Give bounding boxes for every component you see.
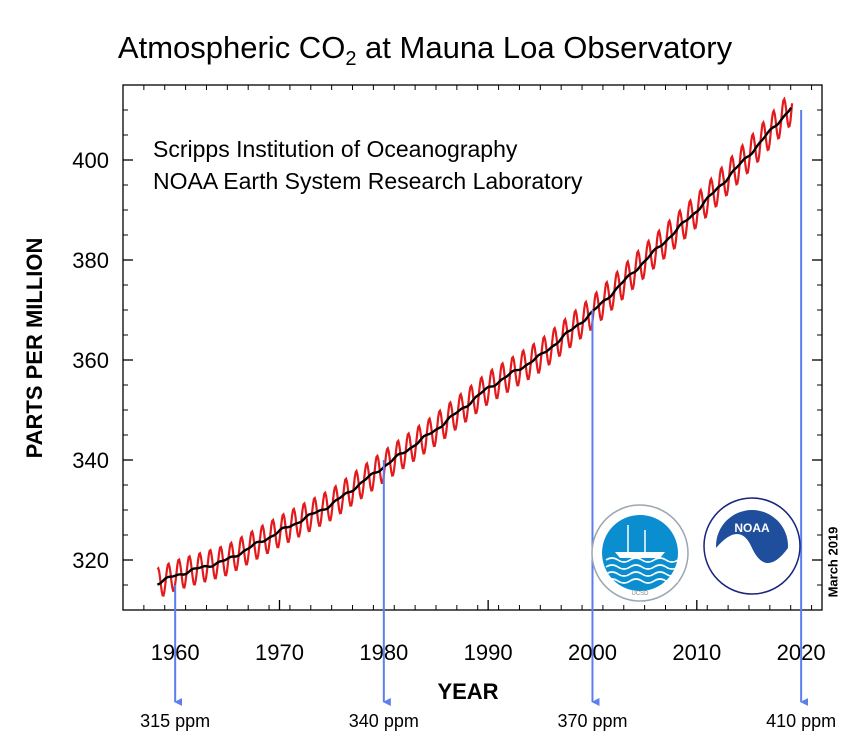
- institution-line-1: Scripps Institution of Oceanography: [153, 136, 518, 162]
- x-tick-label: 1990: [464, 640, 513, 665]
- scripps-logo: UCSD: [591, 504, 689, 602]
- annotation-label: 340 ppm: [349, 711, 419, 731]
- y-tick-label: 380: [72, 248, 109, 273]
- annotation-label: 410 ppm: [766, 711, 836, 731]
- scripps-logo-wave: [605, 578, 679, 584]
- y-tick-label: 340: [72, 448, 109, 473]
- scripps-logo-wave: [605, 557, 679, 563]
- x-tick-label: 1970: [255, 640, 304, 665]
- plot-frame: [122, 84, 823, 611]
- noaa-logo-text: NOAA: [734, 521, 770, 535]
- monthly-co2-line: [156, 96, 794, 597]
- noaa-logo-bird: [716, 534, 788, 582]
- y-tick-label: 400: [72, 148, 109, 173]
- x-axis-label: YEAR: [437, 679, 499, 704]
- annotation-label: 315 ppm: [140, 711, 210, 731]
- y-tick-label: 320: [72, 548, 109, 573]
- chart-title: Atmospheric CO2 at Mauna Loa Observatory: [117, 30, 733, 71]
- scripps-logo-wave: [605, 571, 679, 577]
- scripps-logo-ship: [615, 552, 665, 558]
- annotation-label: 370 ppm: [557, 711, 627, 731]
- scripps-logo-wave: [605, 564, 679, 570]
- institution-line-2: NOAA Earth System Research Laboratory: [153, 168, 583, 194]
- noaa-logo: NOAA: [703, 497, 801, 595]
- x-tick-label: 2010: [672, 640, 721, 665]
- trend-co2-line: [156, 106, 793, 586]
- scripps-logo-text: UCSD: [631, 591, 649, 597]
- y-tick-label: 360: [72, 348, 109, 373]
